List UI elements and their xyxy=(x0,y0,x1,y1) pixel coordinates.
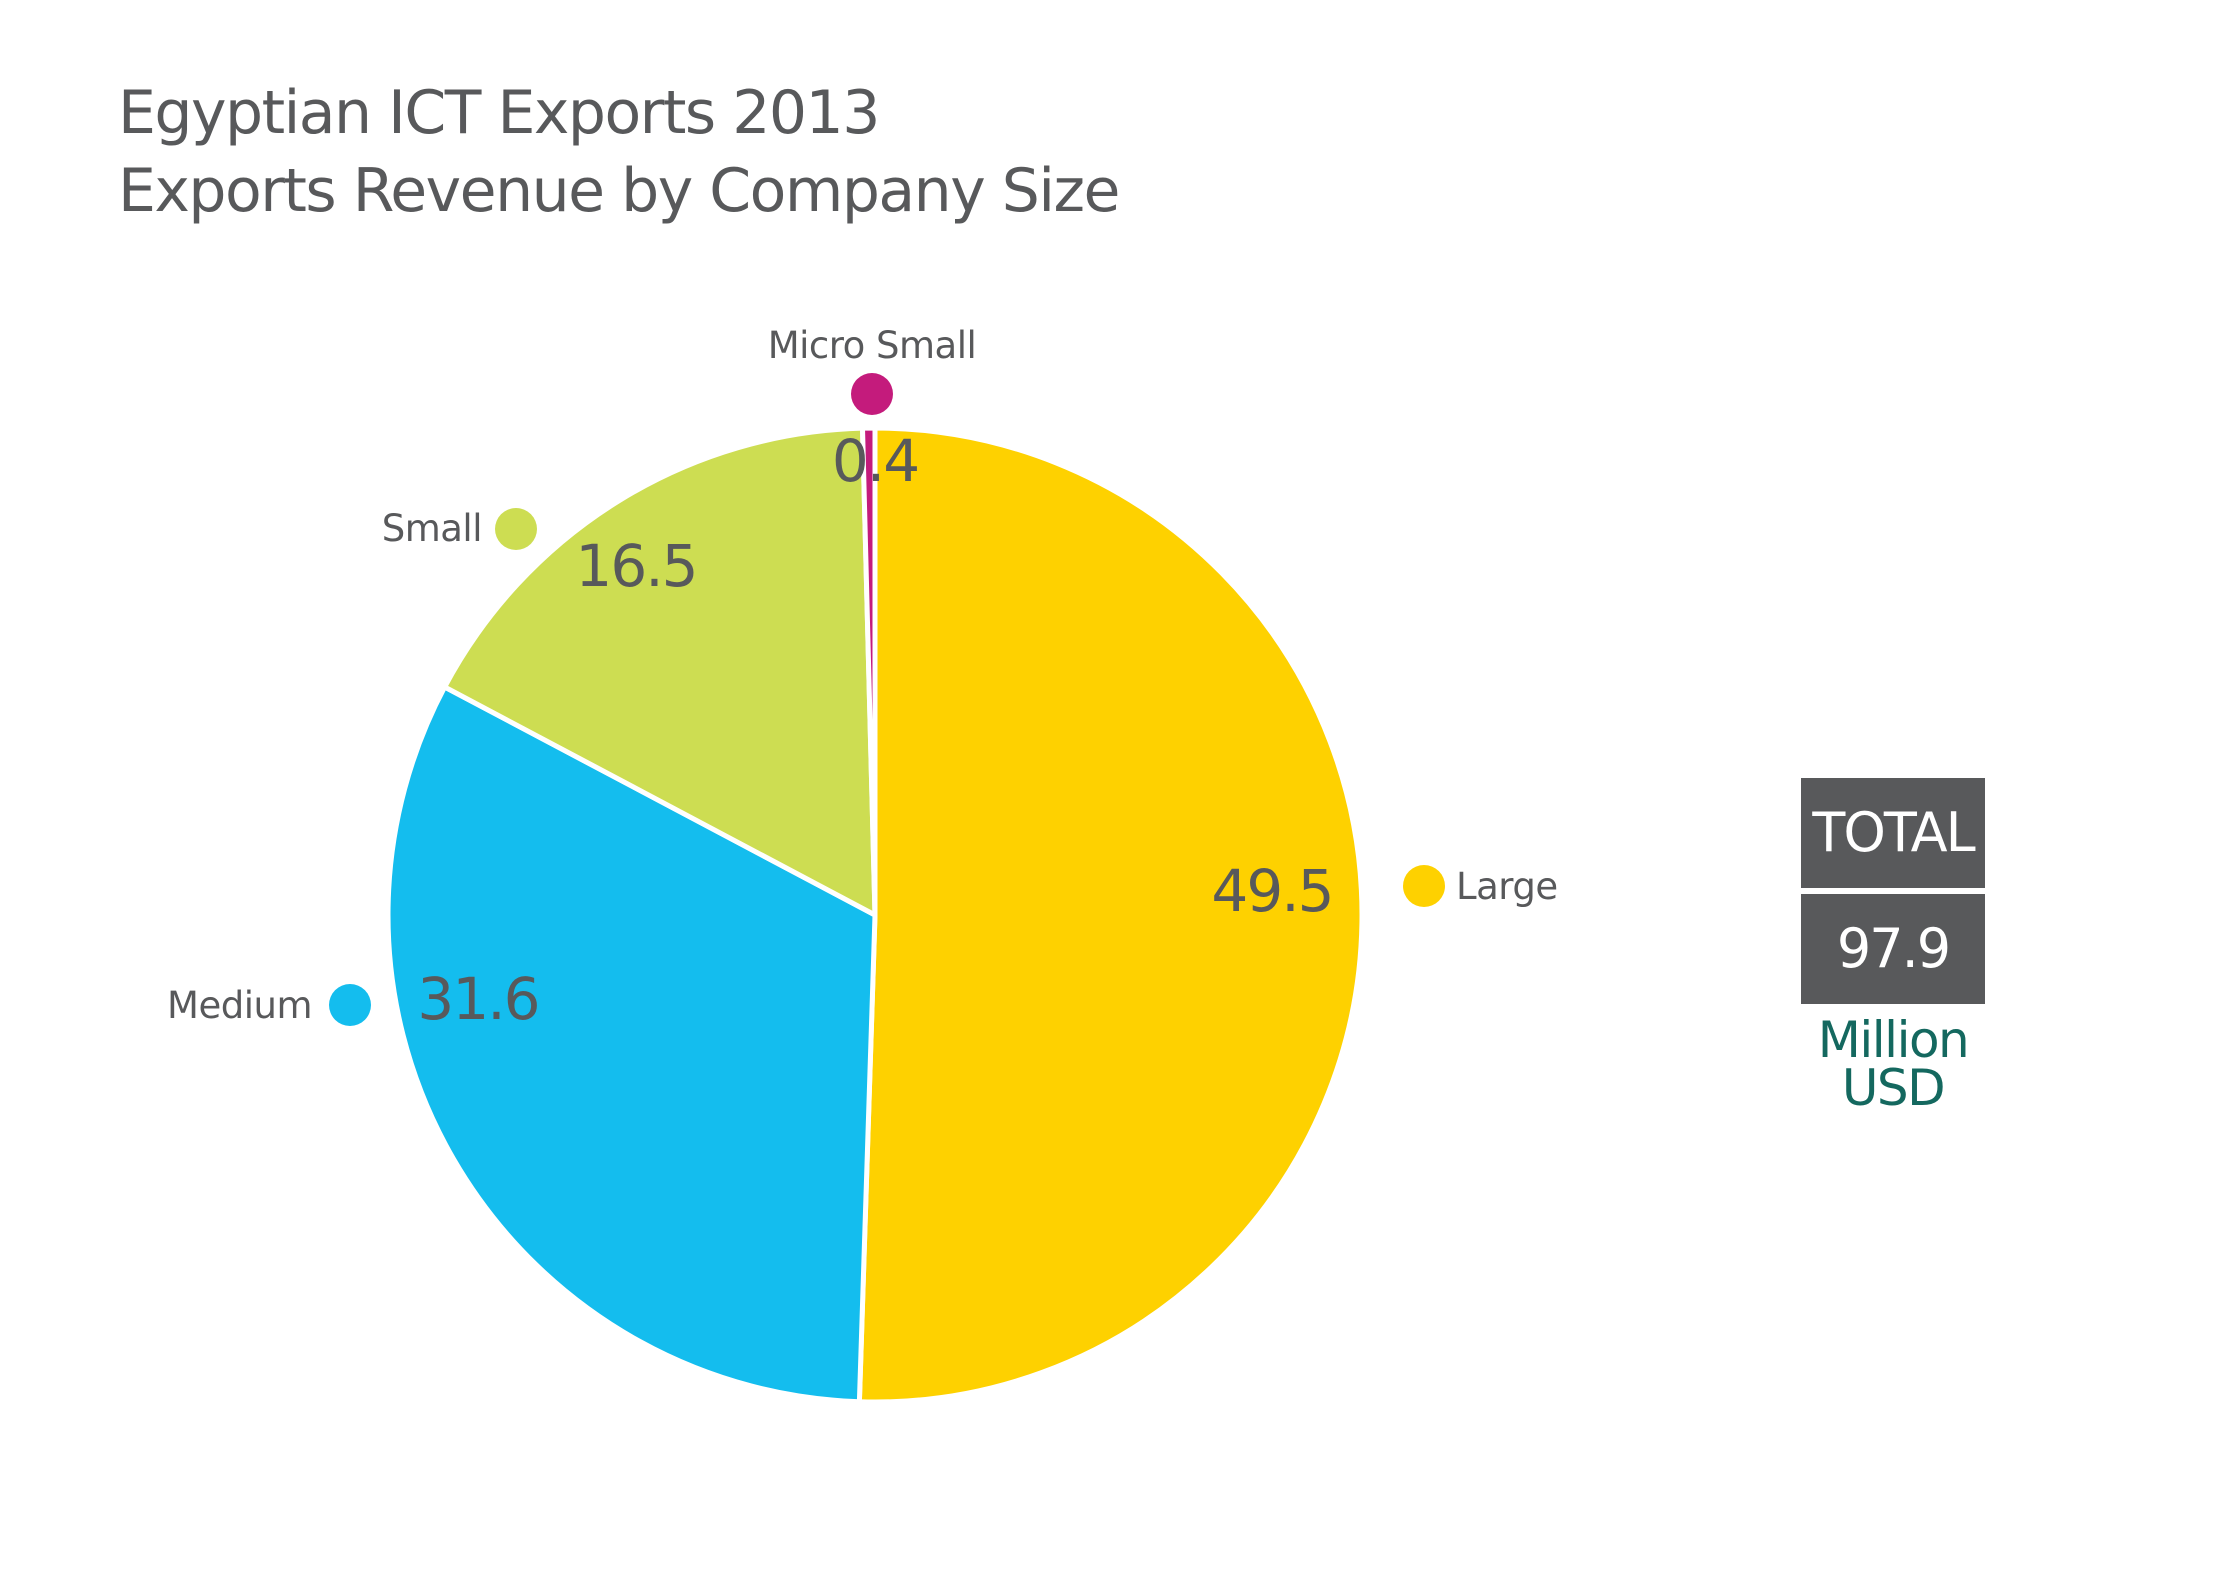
legend-marker-large xyxy=(1403,865,1445,907)
total-unit-million: Million xyxy=(1817,1011,1970,1069)
value-label-micro-small: 0.4 xyxy=(832,427,918,495)
legend-marker-small xyxy=(495,508,537,550)
legend-label-medium: Medium xyxy=(167,984,312,1027)
value-label-medium: 31.6 xyxy=(417,965,538,1033)
pie-legend: Large Medium Small Micro Small xyxy=(167,324,1558,1027)
legend-label-micro-small: Micro Small xyxy=(768,324,977,367)
legend-label-small: Small xyxy=(382,507,482,550)
value-label-large: 49.5 xyxy=(1211,857,1332,925)
pie-value-labels: 49.5 31.6 16.5 0.4 xyxy=(417,427,1334,1033)
pie-slice-medium xyxy=(385,684,878,1405)
legend-marker-micro-small xyxy=(851,373,893,415)
pie-slice-large xyxy=(856,425,1365,1405)
total-label-box: TOTAL xyxy=(1801,778,1985,888)
chart-title-line-1: Egyptian ICT Exports 2013 xyxy=(118,78,879,148)
pie-slice-micro-small xyxy=(860,425,878,918)
total-value-box: 97.9 xyxy=(1801,894,1985,1004)
chart-title-line-2: Exports Revenue by Company Size xyxy=(118,156,1119,226)
pie-slices xyxy=(385,425,1365,1405)
total-unit-usd: USD xyxy=(1841,1059,1946,1117)
legend-marker-medium xyxy=(329,984,371,1026)
legend-label-large: Large xyxy=(1456,865,1558,908)
pie-slice-small xyxy=(442,425,878,918)
value-label-small: 16.5 xyxy=(575,532,696,600)
